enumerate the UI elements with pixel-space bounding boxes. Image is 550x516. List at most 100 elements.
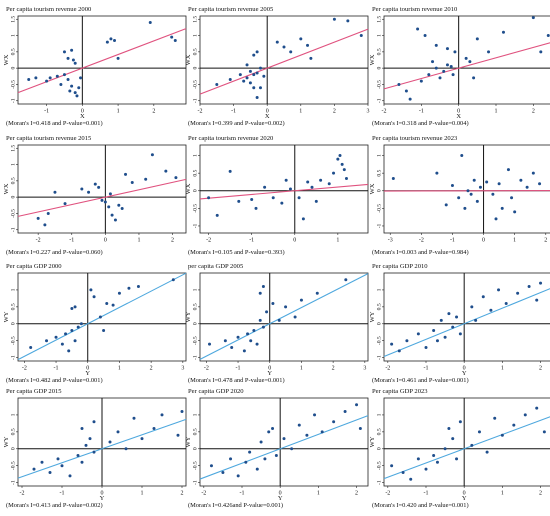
x-tick-label: -2	[20, 491, 25, 497]
data-point	[116, 430, 120, 434]
data-point	[470, 305, 474, 309]
data-point	[48, 76, 52, 80]
data-point	[390, 342, 394, 346]
y-tick-label: -1	[377, 480, 383, 485]
x-tick-label: -1	[44, 109, 49, 115]
morans-i-caption: (Moran's I=0.227 and P-value=0.060)	[6, 249, 103, 256]
data-point	[408, 97, 412, 101]
data-point	[293, 315, 297, 319]
x-tick-label: 0	[268, 366, 271, 372]
plot-frame	[383, 272, 550, 362]
data-point	[431, 60, 435, 64]
data-point	[229, 457, 233, 461]
data-point	[43, 223, 47, 227]
morans-i-caption: (Moran's I=0.418 and P-value=0.001)	[6, 120, 103, 127]
data-point	[120, 207, 124, 211]
plot-frame	[199, 144, 369, 234]
y-tick-label: -0.5	[377, 80, 383, 89]
data-point	[332, 420, 336, 424]
x-tick-label: 1	[501, 491, 504, 497]
data-point	[358, 426, 362, 430]
data-point	[255, 342, 259, 346]
data-point	[245, 76, 249, 80]
data-point	[89, 288, 93, 292]
regression-line	[17, 178, 187, 217]
y-tick-label: -1	[193, 98, 199, 103]
data-point	[261, 285, 265, 289]
x-tick-label: -2	[382, 109, 387, 115]
data-point	[110, 213, 114, 217]
regression-line	[383, 42, 550, 90]
data-point	[472, 76, 476, 80]
x-tick-label: -1	[54, 366, 59, 372]
x-tick-label: -1	[231, 109, 236, 115]
x-tick-label: 3	[363, 366, 366, 372]
y-tick-label: 0	[193, 447, 199, 450]
data-point	[460, 154, 464, 158]
data-point	[71, 58, 75, 62]
x-tick-label: 2	[332, 366, 335, 372]
data-point	[174, 176, 178, 180]
y-tick-label: 0	[11, 447, 17, 450]
plot-frame	[17, 144, 187, 234]
y-tick-label: 0.5	[11, 177, 17, 184]
data-point	[313, 413, 317, 417]
regression-line	[17, 272, 187, 361]
data-point	[144, 177, 148, 181]
data-point	[259, 440, 263, 444]
data-point	[404, 89, 408, 93]
y-tick-label: 0	[193, 189, 199, 192]
data-point	[108, 440, 112, 444]
y-tick-label: -0.5	[377, 204, 383, 213]
data-point	[228, 78, 232, 82]
plot-frame	[383, 144, 550, 234]
data-point	[248, 81, 252, 85]
data-point	[93, 182, 97, 186]
data-point	[102, 329, 106, 333]
data-point	[132, 416, 136, 420]
data-point	[207, 196, 211, 200]
data-point	[359, 34, 363, 38]
x-tick-label: 0	[81, 109, 84, 115]
data-point	[424, 467, 428, 471]
data-point	[271, 196, 275, 200]
data-point	[250, 198, 254, 202]
data-point	[416, 332, 420, 336]
data-point	[447, 312, 451, 316]
panel-title: Per capita tourism revenue 2010	[372, 6, 458, 13]
y-axis-label: WX	[185, 183, 192, 194]
x-tick-label: 2	[333, 109, 336, 115]
data-point	[297, 423, 301, 427]
data-point	[274, 454, 278, 458]
data-point	[423, 34, 427, 38]
data-point	[92, 450, 96, 454]
y-tick-label: 0	[377, 447, 383, 450]
data-point	[62, 50, 66, 54]
y-tick-label: -1	[377, 98, 383, 103]
data-point	[288, 187, 292, 191]
data-point	[76, 325, 80, 329]
x-tick-label: 1	[336, 238, 339, 244]
data-point	[457, 196, 461, 200]
x-tick-label: -2	[22, 366, 27, 372]
regression-line	[383, 416, 550, 480]
y-tick-label: 0	[11, 322, 17, 325]
data-point	[470, 443, 474, 447]
y-tick-label: -0.5	[11, 80, 17, 89]
data-point	[463, 206, 467, 210]
data-point	[444, 203, 448, 207]
data-point	[88, 437, 92, 441]
data-point	[255, 50, 259, 54]
y-tick-label: 0.5	[377, 169, 383, 176]
panel-title: Per capita tourism revenue 2005	[188, 6, 274, 13]
y-tick-label: 0	[377, 322, 383, 325]
y-tick-label: 0.5	[193, 169, 199, 176]
data-point	[397, 82, 401, 86]
data-point	[434, 66, 438, 70]
data-point	[435, 339, 439, 343]
x-tick-label: 0	[482, 238, 485, 244]
y-tick-label: 0	[11, 67, 17, 70]
x-tick-label: 1	[141, 491, 144, 497]
